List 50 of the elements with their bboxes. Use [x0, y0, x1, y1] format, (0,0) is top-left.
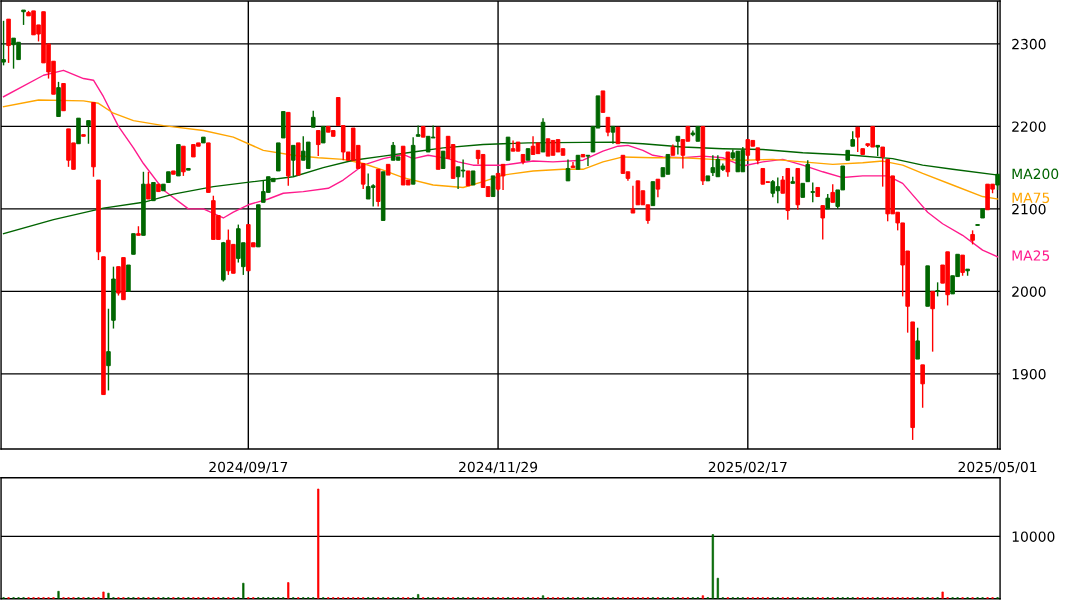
candlestick	[500, 163, 506, 191]
y-tick-label: 10000	[1012, 531, 1055, 542]
candlestick	[725, 151, 731, 178]
candlestick	[1, 20, 6, 67]
line-series	[2, 99, 999, 200]
candlestick	[810, 181, 816, 204]
candlestick	[880, 146, 885, 188]
y-tick-label: 2100	[1012, 203, 1046, 215]
candlestick	[960, 254, 965, 277]
x-tick-label: 2024/11/29	[459, 461, 538, 474]
candlestick	[655, 178, 661, 199]
candlestick	[745, 138, 751, 162]
candlestick	[915, 327, 920, 360]
candlestick	[370, 183, 376, 208]
candlestick	[600, 90, 606, 114]
candlestick	[620, 154, 626, 175]
candlestick	[510, 139, 516, 152]
candlestick	[830, 183, 836, 204]
candlestick	[290, 144, 296, 177]
y-tick-label: 2200	[1012, 121, 1046, 132]
series-label: MA75	[1012, 192, 1050, 204]
candlestick	[131, 232, 136, 255]
x-tick-label: 2025/02/17	[708, 461, 787, 474]
candlestick	[460, 158, 466, 179]
x-tick-label: 2025/05/01	[958, 461, 1037, 474]
y-tick-label: 2000	[1012, 286, 1046, 297]
candlestick	[605, 116, 611, 138]
candlestick	[585, 154, 591, 167]
line-series	[2, 69, 999, 258]
candlestick	[710, 154, 716, 177]
candlestick	[930, 290, 935, 353]
series-label: MA200	[1012, 168, 1059, 180]
candlestick	[315, 129, 321, 157]
candlestick	[920, 364, 925, 409]
candlestick	[635, 180, 641, 206]
y-tick-label: 2300	[1012, 38, 1046, 50]
candlestick	[805, 159, 811, 183]
x-tick-label: 2024/09/17	[209, 461, 288, 474]
candlestick	[855, 126, 860, 153]
candlestick	[490, 175, 496, 198]
candlestick	[415, 124, 421, 138]
candlestick	[86, 119, 91, 145]
candlestick	[146, 171, 151, 200]
candlestick	[820, 204, 826, 241]
series-label: MA25	[1012, 250, 1050, 261]
y-tick-label: 1900	[1012, 368, 1046, 380]
candlestick	[650, 180, 656, 207]
candlestick	[106, 308, 111, 392]
candlestick	[565, 158, 571, 182]
candlestick	[151, 181, 156, 202]
